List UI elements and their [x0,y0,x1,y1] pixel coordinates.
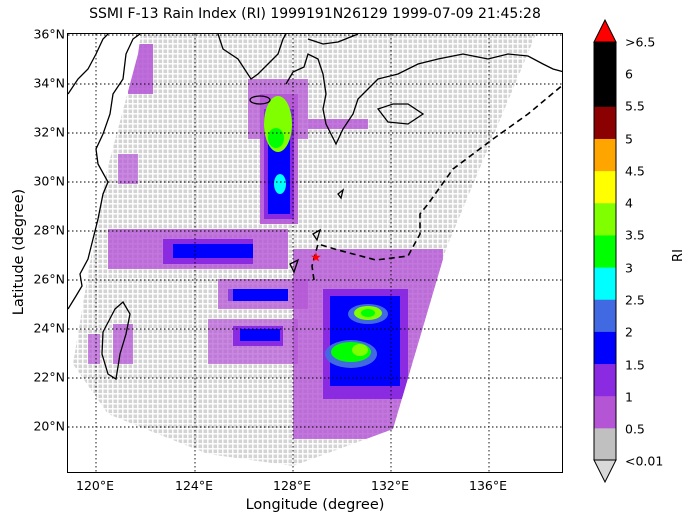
colorbar-segment [594,138,616,172]
colorbar-tick-label: >6.5 [625,34,656,50]
colorbar-tick-label: 6 [625,66,633,82]
colorbar-segment [594,299,616,332]
x-tick-label: 128°E [272,478,312,493]
y-tick-label: 36°N [33,26,65,42]
colorbar-tick-label: 1.5 [625,357,645,373]
y-tick-label: 24°N [33,320,65,336]
x-tick-label: 120°E [75,478,115,493]
x-tick-label: 124°E [174,478,214,493]
y-tick-label: 26°N [33,271,65,287]
map-canvas: ★ [68,34,562,472]
y-tick-label: 32°N [33,124,65,140]
colorbar-tick-label: 0.5 [625,421,645,437]
rain-field [88,44,443,439]
colorbar-segment [594,427,616,461]
colorbar-tick-label: <0.01 [625,453,664,469]
colorbar-tick-label: 3.5 [625,227,645,243]
y-tick-label: 22°N [33,369,65,385]
colorbar-segment [594,267,616,300]
colorbar-segment [594,170,616,204]
rain-band-north [118,44,368,224]
y-tick-label: 20°N [33,418,65,434]
colorbar-segment [594,234,616,268]
colorbar-tick-label: 3 [625,260,633,276]
map-panel: ★ [67,33,563,473]
y-tick-label: 34°N [33,75,65,91]
colorbar-segment [594,106,616,139]
colorbar-tick-label: 2.5 [625,292,645,308]
taiwan-coast [101,300,131,381]
x-axis-title: Longitude (degree) [245,497,385,513]
colorbar-tick-label: 4 [625,195,633,211]
colorbar-tick-label: 2 [625,324,633,340]
coastlines [68,34,562,381]
colorbar-segment [594,331,616,365]
x-tick-label: 136°E [468,478,508,493]
colorbar-segment [594,395,616,429]
y-axis-title: Latitude (degree) [11,188,27,316]
y-tick-label: 28°N [33,222,65,238]
map-grid [68,34,562,472]
rain-band-middle [108,229,308,364]
colorbar-segment [594,74,616,107]
colorbar-under-arrow [593,459,617,484]
colorbar-segment [594,42,616,75]
storm-track [311,84,562,281]
colorbar-tick-label: 4.5 [625,163,645,179]
colorbar-over-arrow [593,18,617,43]
colorbar-title: RI [670,249,686,262]
colorbar-tick-label: 5 [625,131,633,147]
colorbar-tick-label: 5.5 [625,98,645,114]
colorbar-tick-label: 1 [625,389,633,405]
map-title: SSMI F-13 Rain Index (RI) 1999191N26129 … [89,6,541,22]
storm-center-marker: ★ [310,251,322,266]
colorbar [593,18,617,484]
y-tick-label: 30°N [33,173,65,189]
x-tick-label: 132°E [370,478,410,493]
colorbar-segment [594,202,616,236]
colorbar-segment [594,363,616,397]
